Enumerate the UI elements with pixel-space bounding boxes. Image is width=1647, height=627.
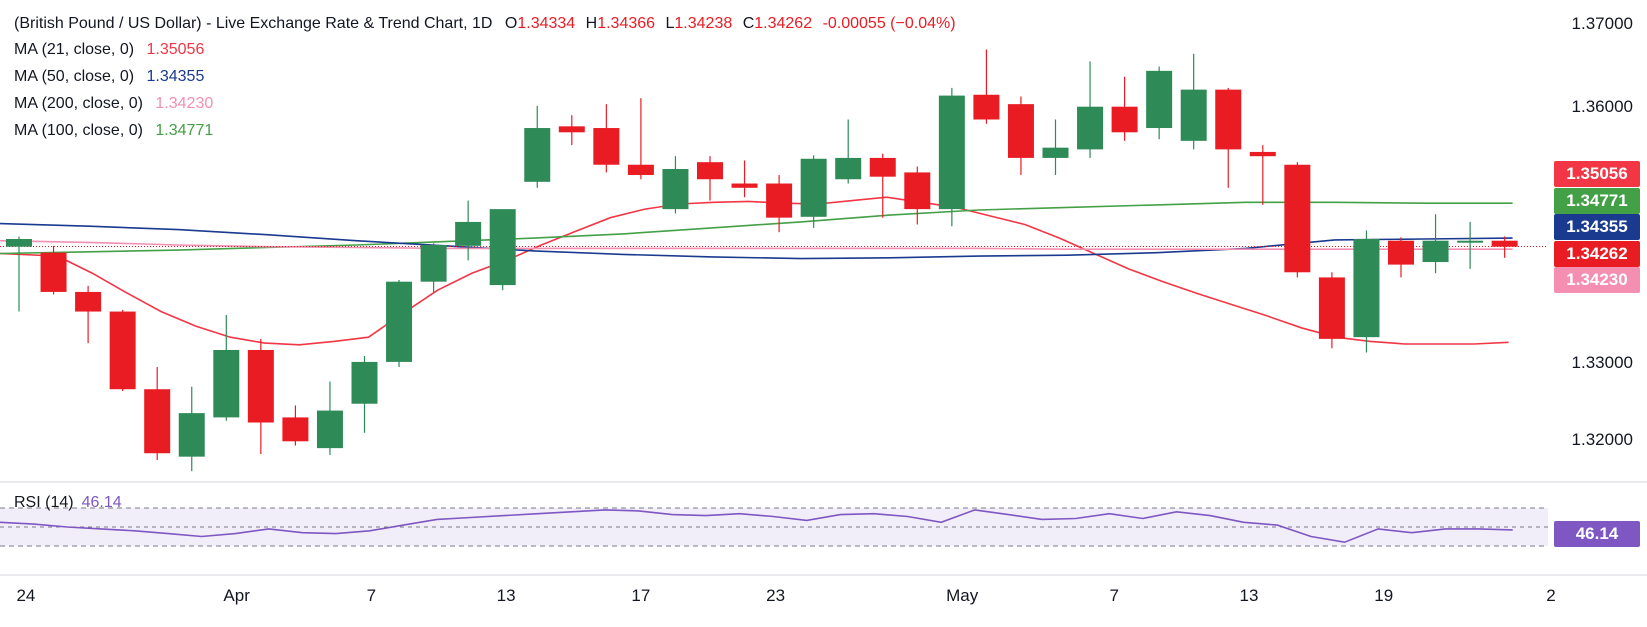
ma-legend-row: MA (21, close, 0) 1.35056 [14, 40, 204, 60]
candle-body [800, 158, 827, 217]
candle-body [489, 209, 516, 286]
ma-legend-label: MA (100, close, 0) [14, 122, 143, 139]
moving-average-line [0, 196, 1509, 346]
rsi-legend: RSI (14) 46.14 [14, 494, 122, 512]
time-axis-tick: Apr [223, 586, 250, 605]
candle-body [247, 349, 274, 423]
moving-average-layer [0, 196, 1548, 346]
candle-body [731, 183, 758, 188]
candle-body [524, 128, 551, 182]
rsi-label: RSI (14) [14, 494, 74, 511]
candle-body [593, 128, 620, 165]
ma-legend-value: 1.34230 [155, 95, 214, 112]
time-axis-tick: 13 [1239, 586, 1259, 605]
candle-body [282, 417, 309, 442]
last-price-badge: 1.34262 [1554, 241, 1640, 267]
candle-body [938, 95, 965, 210]
candle-body [1284, 164, 1311, 273]
candle-body [316, 410, 343, 449]
candle-body [766, 183, 793, 218]
ohlc-close-label: C [742, 15, 755, 32]
rsi-value-badge: 46.14 [1554, 521, 1640, 547]
candle-body [1042, 147, 1069, 158]
time-axis-tick: May [946, 586, 979, 605]
time-axis-tick: 13 [496, 586, 516, 605]
ma-legend-row: MA (50, close, 0) 1.34355 [14, 67, 204, 87]
ma-legend-label: MA (200, close, 0) [14, 95, 143, 112]
candle-body [1077, 106, 1104, 150]
candle-body [40, 252, 67, 292]
candle-body [1146, 70, 1173, 129]
candle-body [627, 164, 654, 175]
time-axis-tick: 23 [766, 586, 786, 605]
moving-average-line [0, 201, 1513, 255]
chart-title-legend: (British Pound / US Dollar) - Live Excha… [14, 14, 956, 34]
candle-body [1215, 89, 1242, 150]
candle-body [1422, 240, 1449, 263]
candle-body [75, 291, 102, 312]
ohlc-change: -0.00055 (−0.04%) [822, 15, 956, 32]
ma-legend-row: MA (200, close, 0) 1.34230 [14, 94, 213, 114]
candle-body [869, 157, 896, 177]
candle-body [1007, 104, 1034, 158]
candle-body [1457, 240, 1484, 243]
candle-body [973, 94, 1000, 120]
candle-body [1318, 277, 1345, 339]
candle-body [213, 349, 240, 418]
ma50-price-badge: 1.34355 [1554, 214, 1640, 240]
rsi-pane [0, 507, 1548, 547]
candle-body [1111, 106, 1138, 133]
time-axis-tick: 7 [366, 586, 377, 605]
candle-body [351, 361, 378, 404]
candle-body [455, 221, 482, 246]
ohlc-open-label: O [504, 15, 518, 32]
candle-body [1491, 240, 1518, 247]
rsi-line [0, 509, 1513, 544]
time-axis-tick: 19 [1374, 586, 1394, 605]
candle-body [558, 126, 585, 133]
candle-body [420, 244, 447, 282]
time-axis-tick: 2 [1546, 586, 1556, 605]
ohlc-low-label: L [665, 15, 675, 32]
time-axis-tick: 7 [1109, 586, 1119, 605]
candle-body [144, 389, 171, 454]
ma-legend-value: 1.34771 [155, 122, 214, 139]
ma-legend-label: MA (21, close, 0) [14, 41, 135, 58]
candle-body [662, 169, 689, 210]
ma-legend-value: 1.34355 [146, 68, 205, 85]
candle-body [178, 413, 205, 457]
ma200-price-badge: 1.34230 [1554, 267, 1640, 293]
ohlc-high-label: H [585, 15, 598, 32]
ma-legend-row: MA (100, close, 0) 1.34771 [14, 121, 213, 141]
price-axis-tick: 1.37000 [1571, 14, 1633, 33]
ohlc-high-value: 1.34366 [597, 15, 656, 32]
chart-title: (British Pound / US Dollar) - Live Excha… [14, 15, 493, 32]
time-axis-tick: 17 [631, 586, 651, 605]
candle-body [1353, 239, 1380, 338]
candle-body [6, 239, 32, 247]
ma-legend-label: MA (50, close, 0) [14, 68, 135, 85]
ohlc-close-value: 1.34262 [754, 15, 813, 32]
ma21-price-badge: 1.35056 [1554, 161, 1640, 187]
price-axis-tick: 1.36000 [1571, 97, 1633, 116]
candle-body [835, 157, 862, 180]
time-axis-tick: 24 [16, 586, 36, 605]
candle-body [697, 162, 723, 180]
candle-body [1388, 240, 1414, 265]
candle-body [1180, 89, 1207, 141]
candlestick-layer [6, 49, 1518, 472]
ohlc-open-value: 1.34334 [517, 15, 576, 32]
candle-body [386, 281, 413, 362]
price-axis-tick: 1.33000 [1571, 353, 1633, 372]
grid-layer [0, 481, 1647, 576]
ma-legend-value: 1.35056 [146, 41, 205, 58]
ma100-price-badge: 1.34771 [1554, 188, 1640, 214]
ohlc-low-value: 1.34238 [674, 15, 733, 32]
candle-body [904, 172, 931, 210]
candle-body [1249, 151, 1276, 157]
candle-body [109, 311, 136, 390]
rsi-legend-value: 46.14 [81, 494, 122, 511]
price-axis-tick: 1.32000 [1571, 430, 1633, 449]
